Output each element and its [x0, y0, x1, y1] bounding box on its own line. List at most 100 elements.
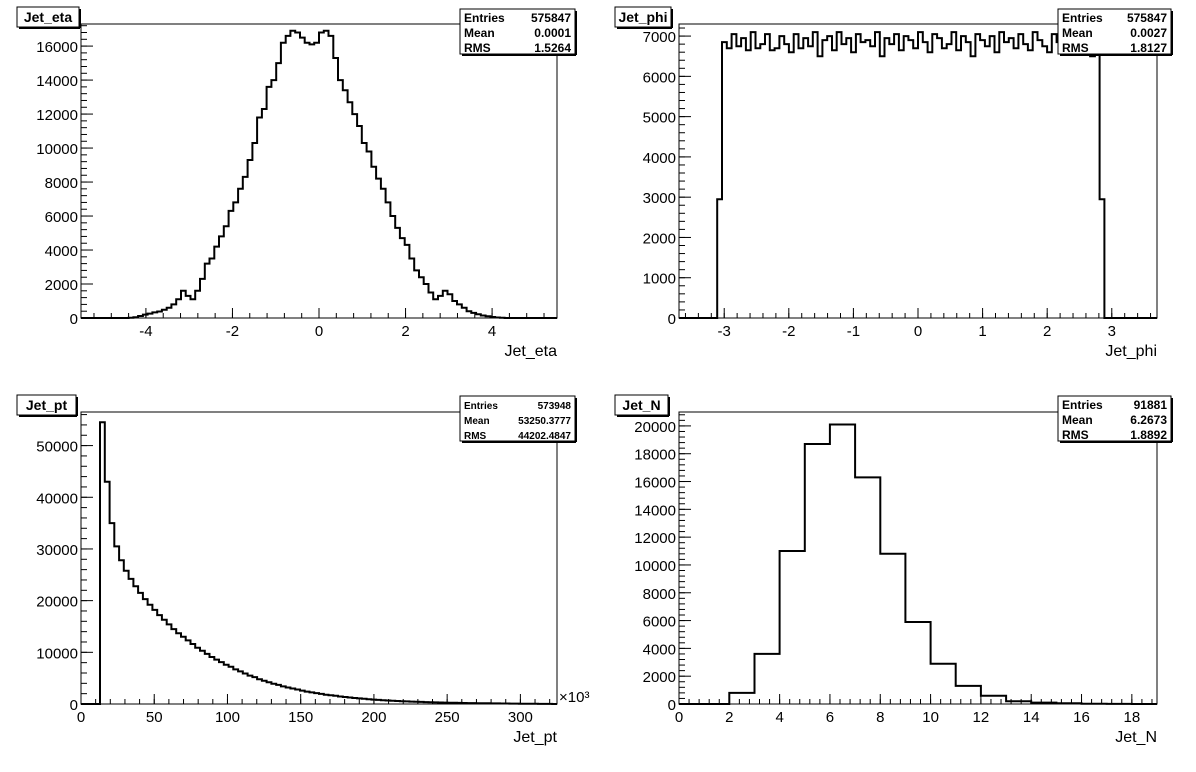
x-axis-title: Jet_eta: [505, 343, 558, 360]
panel-jet-eta: -4 -2 0 2 4 0 2000 4000 6000 8000 10000 12000 14000 1…: [16, 6, 577, 360]
y-tick-label: 16000: [36, 39, 78, 56]
stats-label: RMS: [464, 41, 491, 55]
x-tick-label: -4: [139, 323, 152, 340]
stats-label: Entries: [464, 401, 498, 412]
x-tick-label: 300: [508, 709, 533, 726]
y-tick-label: 4000: [643, 150, 676, 167]
x-multiplier-label: ×10³: [559, 689, 589, 706]
stats-label: Mean: [464, 416, 490, 427]
y-tick-label: 0: [668, 697, 676, 714]
stats-value: 575847: [531, 11, 571, 25]
stats-label: Mean: [1062, 413, 1093, 427]
stats-label: Entries: [464, 11, 505, 25]
y-tick-label: 14000: [634, 502, 676, 519]
y-tick-label: 5000: [643, 110, 676, 127]
x-tick-label: 0: [675, 709, 683, 726]
stats-box: [1057, 395, 1172, 442]
stats-value: 573948: [538, 401, 572, 412]
y-tick-label: 2000: [643, 669, 676, 686]
x-tick-label: 200: [361, 709, 386, 726]
y-tick-label: 2000: [643, 230, 676, 247]
stats-label: RMS: [1062, 41, 1089, 55]
y-tick-label: 14000: [36, 73, 78, 90]
x-axis-title: Jet_phi: [1105, 343, 1157, 360]
x-tick-label: 0: [914, 323, 922, 340]
x-tick-label: 150: [288, 709, 313, 726]
y-tick-label: 2000: [45, 277, 78, 294]
stats-value: 91881: [1134, 398, 1168, 412]
x-tick-label: 2: [725, 709, 733, 726]
panel-jet-n: 0 2 4 6 8 10 12 14 16 18 0 2000 4000 6000 8000 10000 120…: [614, 394, 1173, 746]
y-tick-label: 7000: [643, 29, 676, 46]
stats-box: [1057, 8, 1172, 55]
plot-frame: [80, 23, 558, 319]
y-tick-label: 12000: [36, 107, 78, 124]
y-tick-label: 1000: [643, 271, 676, 288]
x-tick-label: 4: [775, 709, 783, 726]
y-tick-label: 0: [70, 311, 78, 328]
histogram-line: [81, 29, 557, 319]
panel-jet-pt: 0 50 100 150 200 250 300 0 10000 20000 30000 40000 5…: [16, 394, 589, 746]
stats-label: RMS: [464, 431, 487, 442]
histogram-line: [679, 423, 1157, 705]
y-tick-label: 4000: [643, 641, 676, 658]
stats-label: Mean: [464, 26, 495, 40]
x-tick-label: 100: [215, 709, 240, 726]
y-tick-label: 4000: [45, 243, 78, 260]
x-tick-label: -3: [718, 323, 731, 340]
y-tick-label: 6000: [643, 614, 676, 631]
x-tick-label: -2: [782, 323, 795, 340]
x-tick-label: -2: [226, 323, 239, 340]
histogram-line: [679, 31, 1157, 319]
y-tick-label: 30000: [36, 542, 78, 559]
x-tick-label: 0: [315, 323, 323, 340]
y-tick-label: 0: [668, 311, 676, 328]
stats-label: Mean: [1062, 26, 1093, 40]
x-tick-label: 4: [488, 323, 496, 340]
x-tick-label: 50: [146, 709, 163, 726]
stats-value: 0.0027: [1130, 26, 1167, 40]
histogram-title: Jet_eta: [24, 9, 72, 25]
y-tick-label: 0: [70, 697, 78, 714]
x-tick-label: 1: [978, 323, 986, 340]
histogram-title: Jet_pt: [26, 397, 68, 413]
y-tick-label: 40000: [36, 490, 78, 507]
x-tick-label: 12: [973, 709, 990, 726]
x-tick-label: 2: [401, 323, 409, 340]
x-tick-label: -1: [847, 323, 860, 340]
stats-box: [459, 8, 576, 55]
x-tick-label: 16: [1073, 709, 1090, 726]
stats-value: 1.8127: [1130, 41, 1167, 55]
x-tick-label: 8: [876, 709, 884, 726]
x-tick-label: 3: [1108, 323, 1116, 340]
histogram-line: [81, 421, 557, 705]
y-tick-label: 6000: [643, 69, 676, 86]
y-tick-label: 16000: [634, 475, 676, 492]
stats-value: 1.5264: [534, 41, 571, 55]
x-tick-label: 18: [1123, 709, 1140, 726]
stats-label: RMS: [1062, 428, 1089, 442]
panel-jet-phi: -3 -2 -1 0 1 2 3 0 1000 2000 3000 4000 5000 6000 7000 J…: [614, 6, 1173, 360]
stats-value: 44202.4847: [518, 431, 571, 442]
stats-value: 1.8892: [1130, 428, 1167, 442]
x-axis-title: Jet_N: [1115, 729, 1157, 746]
y-tick-label: 10000: [36, 141, 78, 158]
x-axis-title: Jet_pt: [513, 729, 557, 746]
y-tick-label: 12000: [634, 530, 676, 547]
y-tick-label: 3000: [643, 190, 676, 207]
y-tick-label: 10000: [36, 645, 78, 662]
stats-value: 53250.3777: [518, 416, 571, 427]
x-tick-label: 14: [1023, 709, 1040, 726]
stats-value: 575847: [1127, 11, 1167, 25]
y-tick-label: 20000: [634, 419, 676, 436]
x-tick-label: 2: [1043, 323, 1051, 340]
x-tick-label: 10: [922, 709, 939, 726]
y-tick-label: 50000: [36, 439, 78, 456]
plot-frame: [678, 411, 1158, 705]
y-tick-label: 8000: [45, 175, 78, 192]
histogram-title: Jet_N: [622, 397, 660, 413]
x-tick-label: 6: [826, 709, 834, 726]
y-tick-label: 18000: [634, 447, 676, 464]
stats-value: 6.2673: [1130, 413, 1167, 427]
